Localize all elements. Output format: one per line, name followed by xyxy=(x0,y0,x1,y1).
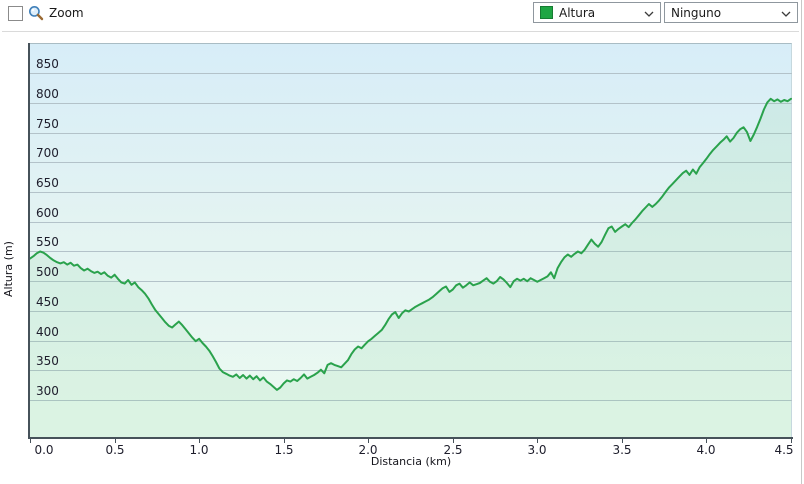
elevation-line xyxy=(30,97,792,391)
y-tick-label: 650 xyxy=(36,176,59,191)
elevation-area-fill xyxy=(30,98,791,438)
x-tick-label: 1.0 xyxy=(189,443,209,457)
toolbar: Zoom Altura Ninguno xyxy=(0,0,804,31)
x-tick-label: 3.5 xyxy=(612,443,632,457)
y-tick-label: 750 xyxy=(36,116,59,131)
chevron-down-icon xyxy=(644,6,654,20)
series-color-swatch xyxy=(540,6,553,19)
x-tick-label: 4.0 xyxy=(696,443,716,457)
y-tick-label: 350 xyxy=(36,354,59,369)
y-tick-label: 400 xyxy=(36,324,59,339)
x-tick-mark xyxy=(706,439,707,443)
x-tick-label: 0.5 xyxy=(105,443,125,457)
y-tick-label: 850 xyxy=(36,57,59,72)
y-tick-label: 700 xyxy=(36,146,59,161)
y-axis-title: Altura (m) xyxy=(2,241,15,297)
panel-right-border xyxy=(801,0,802,484)
y-tick-label: 500 xyxy=(36,265,59,280)
x-tick-mark xyxy=(368,439,369,443)
x-axis-line xyxy=(28,437,793,439)
zoom-checkbox[interactable] xyxy=(8,5,23,21)
x-tick-label: 0.0 xyxy=(34,443,54,457)
series-combobox-value: Altura xyxy=(559,5,596,20)
y-axis-line xyxy=(28,43,30,438)
overlay-combobox[interactable]: Ninguno xyxy=(664,2,798,23)
x-tick-label: 2.5 xyxy=(443,443,463,457)
x-tick-mark xyxy=(115,439,116,443)
panel-top-border xyxy=(2,31,799,32)
x-tick-label: 4.5 xyxy=(774,443,794,457)
overlay-combobox-value: Ninguno xyxy=(671,5,722,20)
zoom-control[interactable]: Zoom xyxy=(8,5,84,21)
x-tick-label: 1.5 xyxy=(274,443,294,457)
y-tick-label: 550 xyxy=(36,235,59,250)
x-tick-mark xyxy=(537,439,538,443)
x-tick-label: 2.0 xyxy=(358,443,378,457)
x-tick-mark xyxy=(199,439,200,443)
plot-area[interactable] xyxy=(30,43,792,437)
zoom-label: Zoom xyxy=(49,6,84,20)
x-tick-mark xyxy=(453,439,454,443)
series-combobox[interactable]: Altura xyxy=(533,2,661,23)
y-tick-label: 600 xyxy=(36,205,59,220)
y-tick-label: 450 xyxy=(36,294,59,309)
x-tick-label: 3.0 xyxy=(527,443,547,457)
x-tick-mark xyxy=(791,439,792,443)
x-tick-mark xyxy=(30,439,31,443)
x-tick-mark xyxy=(284,439,285,443)
x-tick-mark xyxy=(622,439,623,443)
chevron-down-icon xyxy=(781,6,791,20)
y-tick-label: 300 xyxy=(36,383,59,398)
y-tick-label: 800 xyxy=(36,86,59,101)
magnifier-icon xyxy=(28,5,44,21)
elevation-line-chart[interactable] xyxy=(30,43,792,438)
x-axis-title: Distancia (km) xyxy=(370,455,452,468)
